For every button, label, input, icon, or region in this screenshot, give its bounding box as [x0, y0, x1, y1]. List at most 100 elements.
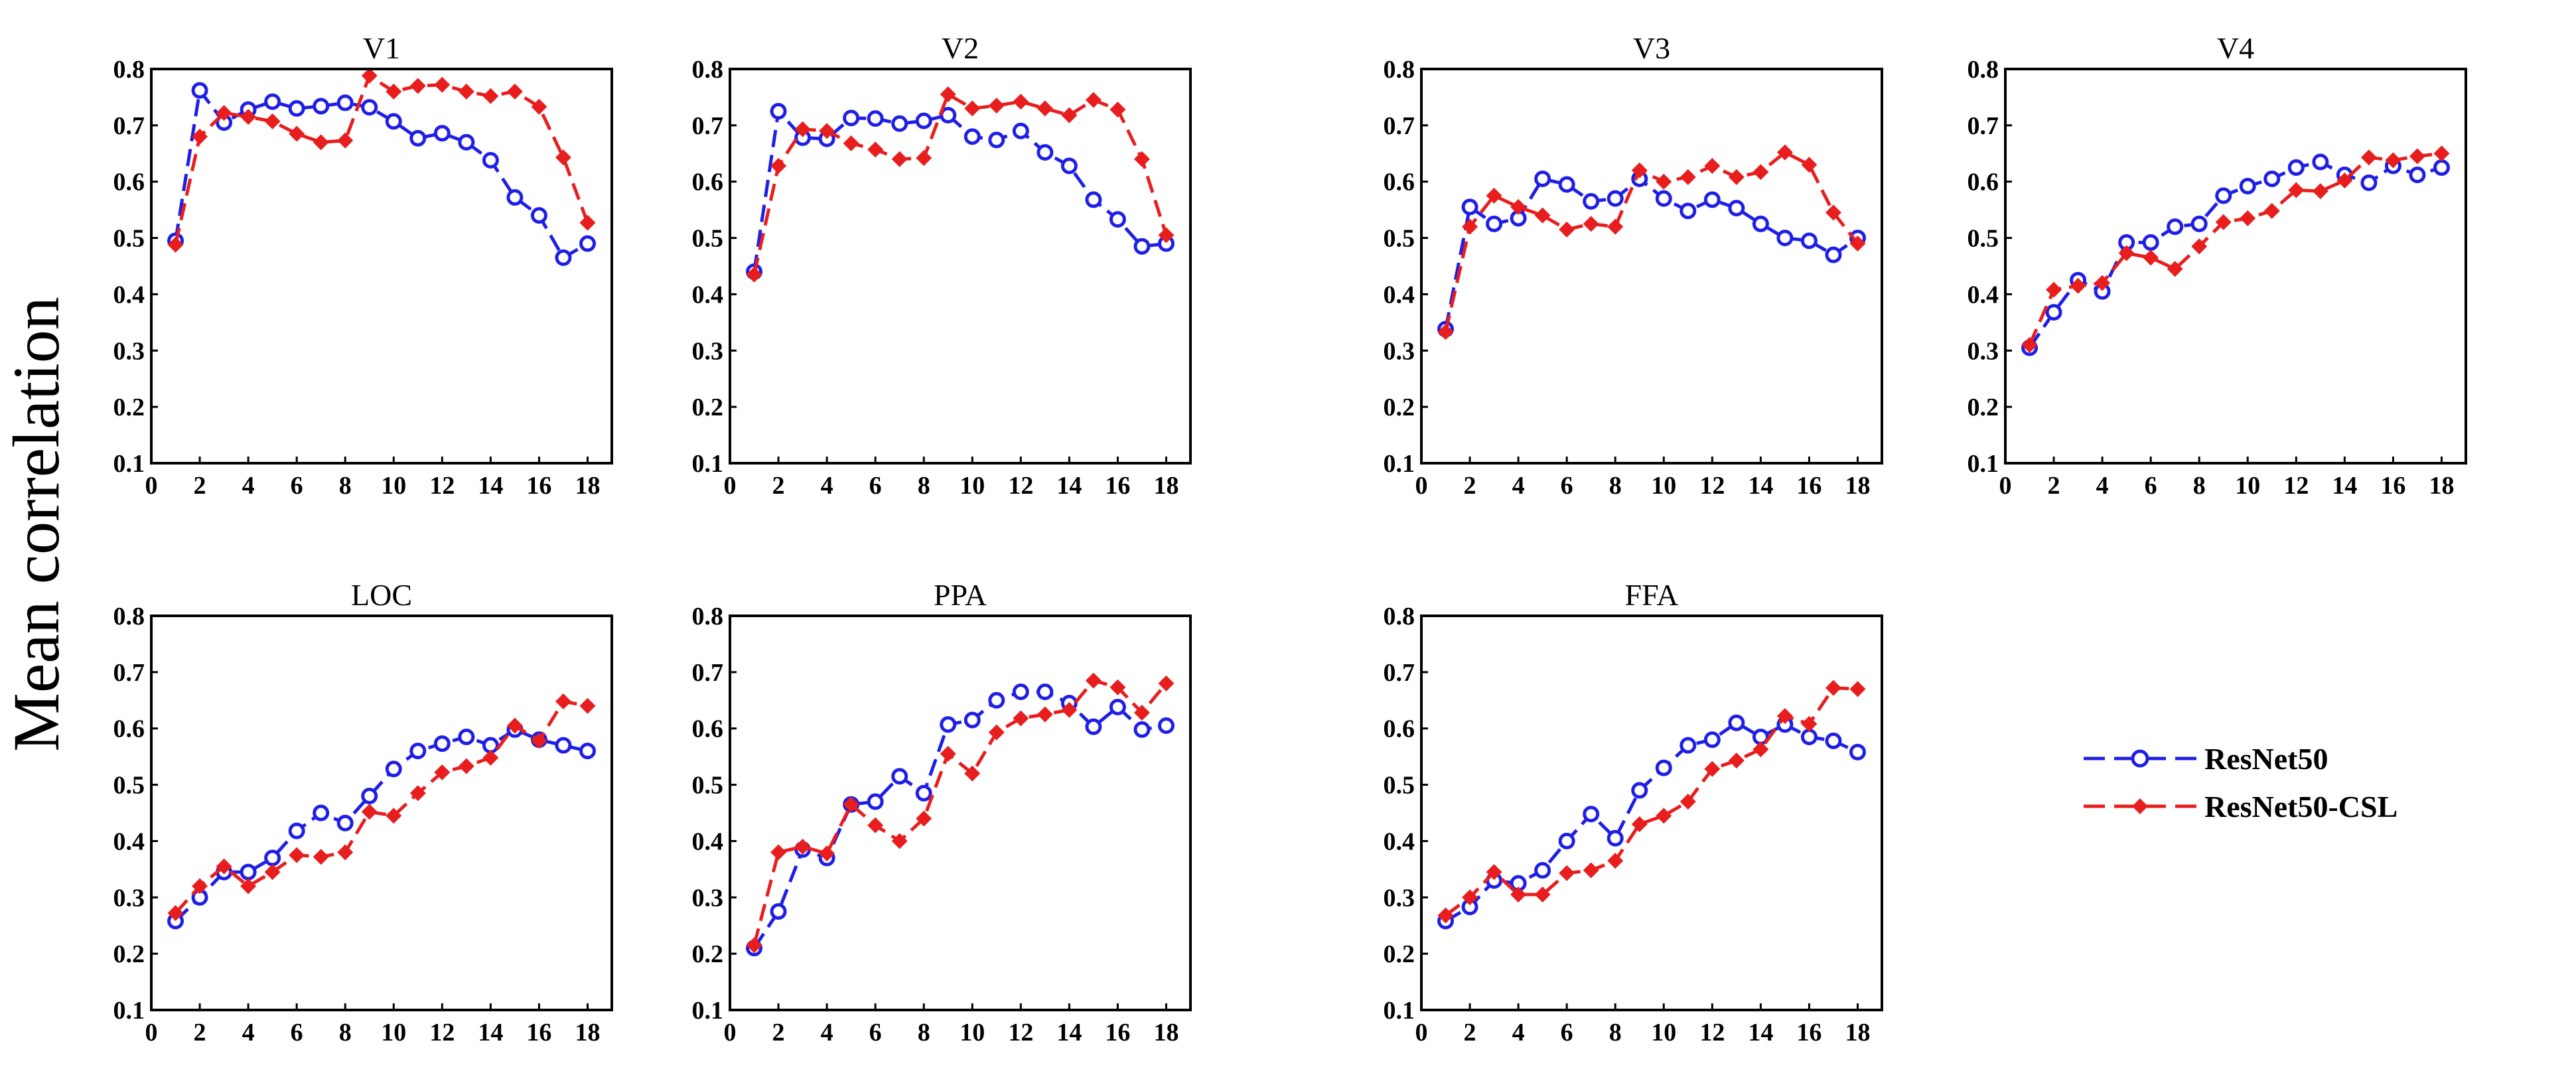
data-point-resnet50	[458, 728, 475, 745]
x-tick-label: 18	[575, 1019, 600, 1047]
x-tick-label: 14	[478, 472, 503, 500]
data-point-resnet50-csl	[1037, 706, 1053, 723]
x-tick-label: 10	[2235, 472, 2260, 500]
data-point-resnet50	[1109, 211, 1126, 228]
chart-title-ffa: FFA	[1625, 578, 1679, 612]
data-point-resnet50	[770, 103, 787, 120]
data-point-resnet50-csl	[1158, 227, 1175, 244]
data-point-resnet50-csl	[1061, 107, 1078, 123]
x-tick-label: 18	[1153, 472, 1179, 500]
y-tick-label: 0.1	[692, 997, 724, 1025]
y-tick-label: 0.8	[113, 603, 145, 630]
plot-frame	[1420, 68, 1883, 465]
data-point-resnet50-csl	[361, 68, 378, 84]
data-point-resnet50	[2433, 159, 2450, 176]
x-tick-label: 2	[194, 1019, 206, 1047]
data-point-resnet50-csl	[192, 128, 208, 145]
data-point-resnet50-csl	[1559, 865, 1575, 881]
data-point-resnet50	[1728, 200, 1745, 217]
data-point-resnet50-csl	[1109, 679, 1126, 695]
data-point-resnet50	[1109, 698, 1126, 715]
data-point-resnet50-csl	[434, 76, 451, 93]
data-point-resnet50-csl	[289, 125, 305, 142]
y-tick-label: 0.6	[1384, 169, 1415, 196]
data-point-resnet50	[1631, 782, 1648, 799]
chart-panel-v3: V3 0.1 0.2 0.3 0.4 0.5 0.6 0.7 0.8 0 2 4 6 8 10 12 14 16 1…	[1384, 31, 1883, 500]
data-point-resnet50-csl	[167, 905, 184, 922]
x-tick-label: 6	[869, 1019, 882, 1047]
chart-title-v3: V3	[1633, 31, 1670, 65]
data-point-resnet50-csl	[2094, 275, 2111, 291]
x-tick-label: 14	[478, 1019, 503, 1047]
data-point-resnet50-csl	[2336, 173, 2353, 189]
data-point-resnet50	[1461, 198, 1478, 216]
legend-entry-resnet50-csl: ResNet50-CSL	[2084, 790, 2397, 824]
data-point-resnet50	[385, 760, 402, 778]
data-point-resnet50	[555, 249, 572, 266]
data-point-resnet50-csl	[1656, 808, 1672, 824]
data-point-resnet50	[2239, 178, 2256, 195]
data-point-resnet50	[336, 94, 354, 111]
data-point-resnet50	[1680, 737, 1697, 754]
plot-frame	[2004, 68, 2467, 465]
y-tick-label: 0.7	[1384, 112, 1415, 140]
chart-title-v4: V4	[2217, 31, 2254, 65]
data-point-resnet50	[2312, 153, 2329, 171]
data-point-resnet50-csl	[1607, 853, 1624, 869]
data-point-resnet50	[1157, 717, 1175, 734]
data-point-resnet50-csl	[2070, 277, 2086, 294]
data-point-resnet50-csl	[264, 864, 281, 881]
data-point-resnet50	[433, 125, 451, 142]
x-tick-label: 4	[242, 472, 255, 500]
data-point-resnet50	[1133, 721, 1151, 738]
y-tick-label: 0.1	[113, 450, 145, 478]
data-point-resnet50-csl	[1825, 204, 1841, 221]
data-point-resnet50-csl	[337, 132, 354, 149]
data-point-resnet50	[1703, 191, 1721, 208]
data-point-resnet50	[1655, 190, 1672, 207]
x-tick-label: 6	[869, 472, 882, 500]
data-point-resnet50-csl	[1534, 207, 1551, 224]
x-tick-label: 18	[2429, 472, 2454, 500]
y-tick-label: 0.6	[692, 715, 724, 743]
y-tick-label: 0.2	[113, 394, 145, 421]
data-point-resnet50-csl	[1013, 94, 1029, 110]
x-tick-label: 14	[1056, 472, 1082, 500]
x-tick-label: 12	[1008, 1019, 1033, 1047]
data-point-resnet50-csl	[940, 745, 956, 762]
y-tick-label: 0.2	[1968, 394, 1999, 421]
data-point-resnet50-csl	[2215, 214, 2232, 230]
data-point-resnet50-csl	[1728, 169, 1745, 185]
data-point-resnet50-csl	[1801, 157, 1818, 173]
data-point-resnet50-csl	[555, 693, 571, 709]
x-tick-label: 16	[526, 1019, 551, 1047]
x-tick-label: 8	[918, 1019, 930, 1047]
data-point-resnet50-csl	[1801, 715, 1818, 732]
x-tick-label: 0	[1415, 1019, 1428, 1047]
data-point-resnet50-csl	[2360, 149, 2377, 166]
y-tick-label: 0.3	[1384, 337, 1415, 365]
data-point-resnet50-csl	[988, 98, 1005, 114]
data-point-resnet50	[1037, 144, 1054, 161]
y-tick-label: 0.1	[113, 997, 145, 1025]
data-point-resnet50-csl	[555, 149, 571, 166]
y-tick-label: 0.4	[113, 281, 145, 309]
data-point-resnet50-csl	[1559, 221, 1575, 238]
x-tick-label: 0	[724, 1019, 737, 1047]
data-point-resnet50-csl	[843, 135, 859, 152]
x-tick-label: 12	[1699, 1019, 1725, 1047]
data-point-resnet50-csl	[579, 214, 596, 231]
data-point-resnet50	[988, 131, 1005, 149]
y-tick-label: 0.8	[692, 603, 724, 630]
y-tick-label: 0.3	[692, 337, 724, 365]
data-point-resnet50	[2360, 174, 2378, 191]
data-point-resnet50	[288, 100, 305, 117]
y-tick-label: 0.1	[692, 450, 724, 478]
x-tick-label: 0	[1999, 472, 2012, 500]
chart-title-v2: V2	[942, 31, 979, 65]
y-tick-label: 0.4	[113, 828, 145, 855]
y-tick-label: 0.2	[692, 940, 724, 968]
y-tick-label: 0.5	[692, 225, 724, 253]
data-point-resnet50	[867, 110, 884, 127]
